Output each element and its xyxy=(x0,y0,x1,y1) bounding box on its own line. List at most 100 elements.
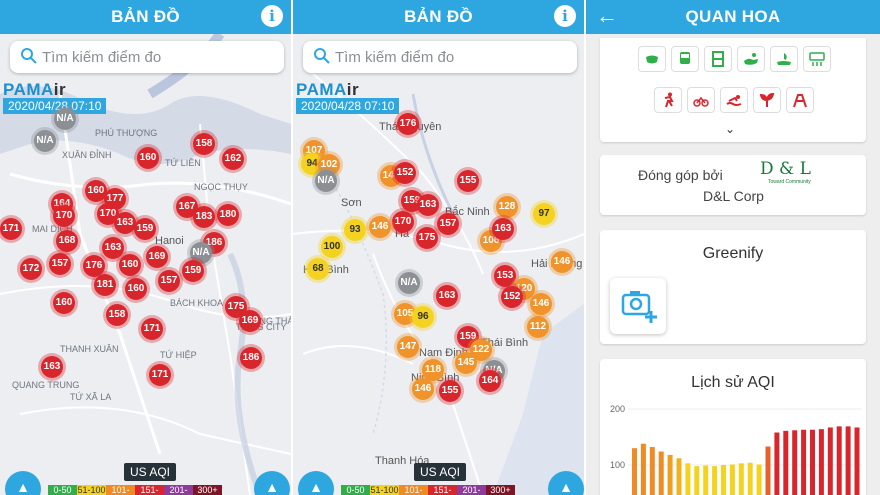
cycling-icon[interactable] xyxy=(687,87,715,113)
station-marker[interactable]: 152 xyxy=(501,286,523,308)
expand-chevron-icon[interactable]: ⌄ xyxy=(725,122,736,136)
station-marker[interactable]: 163 xyxy=(492,218,514,240)
location-button[interactable]: ▲ xyxy=(298,471,334,495)
map-label: NGỌC THỤY xyxy=(194,182,248,192)
station-marker[interactable]: 167 xyxy=(176,196,198,218)
station-marker[interactable]: N/A xyxy=(315,170,337,192)
station-marker[interactable]: 155 xyxy=(457,170,479,192)
station-marker[interactable]: N/A xyxy=(398,272,420,294)
station-marker[interactable]: 160 xyxy=(53,292,75,314)
station-marker[interactable]: 147 xyxy=(397,336,419,358)
plant-care-icon[interactable] xyxy=(770,46,798,72)
map-panel-hanoi: BẢN ĐỒ i Tìm kiếm điểm đo PAMAir 2020/04… xyxy=(0,0,291,495)
station-marker[interactable]: 162 xyxy=(222,148,244,170)
swimming-icon[interactable] xyxy=(720,87,748,113)
station-marker[interactable]: 163 xyxy=(114,212,136,234)
info-icon[interactable]: i xyxy=(554,5,576,27)
station-marker[interactable]: 170 xyxy=(392,211,414,233)
aqi-bar xyxy=(685,463,691,495)
station-marker[interactable]: 155 xyxy=(439,380,461,402)
station-marker[interactable]: 163 xyxy=(436,285,458,307)
aqi-history-chart: 200 100 xyxy=(610,404,862,495)
station-marker[interactable]: 171 xyxy=(149,364,171,386)
station-marker[interactable]: 181 xyxy=(94,274,116,296)
station-marker[interactable]: 93 xyxy=(344,219,366,241)
station-marker[interactable]: 128 xyxy=(496,196,518,218)
station-marker[interactable]: 146 xyxy=(551,251,573,273)
aqi-bar xyxy=(658,451,664,495)
station-marker[interactable]: 112 xyxy=(527,316,549,338)
station-marker[interactable]: 183 xyxy=(193,206,215,228)
station-marker[interactable]: 160 xyxy=(85,180,107,202)
station-marker[interactable]: 157 xyxy=(437,213,459,235)
running-icon[interactable] xyxy=(654,87,682,113)
station-marker[interactable]: 94 xyxy=(301,153,323,175)
mask-icon[interactable] xyxy=(638,46,666,72)
bus-icon[interactable] xyxy=(671,46,699,72)
station-marker[interactable]: 163 xyxy=(417,194,439,216)
station-marker[interactable]: 169 xyxy=(239,310,261,332)
station-marker[interactable]: 105 xyxy=(394,303,416,325)
station-marker[interactable]: 96 xyxy=(412,306,434,328)
station-marker[interactable]: 97 xyxy=(533,203,555,225)
layers-button[interactable]: ▲ xyxy=(254,471,290,495)
station-marker[interactable]: 146 xyxy=(369,216,391,238)
search-bar[interactable]: Tìm kiếm điểm đo xyxy=(303,41,577,73)
aqi-bar xyxy=(810,429,815,495)
station-marker[interactable]: 168 xyxy=(56,230,78,252)
station-marker[interactable]: 180 xyxy=(217,204,239,226)
station-marker[interactable]: N/A xyxy=(54,108,76,130)
station-marker[interactable]: 160 xyxy=(125,278,147,300)
y-axis-tick-100: 100 xyxy=(610,460,625,470)
station-marker[interactable]: 159 xyxy=(182,260,204,282)
station-marker[interactable]: 158 xyxy=(193,133,215,155)
info-icon[interactable]: i xyxy=(261,5,283,27)
station-marker[interactable]: 170 xyxy=(97,203,119,225)
station-marker[interactable]: 159 xyxy=(134,218,156,240)
location-button[interactable]: ▲ xyxy=(5,471,41,495)
station-marker[interactable]: 171 xyxy=(141,318,163,340)
station-marker[interactable]: 163 xyxy=(41,356,63,378)
station-marker[interactable]: 169 xyxy=(146,246,168,268)
map-label: TỨ XÃ LA xyxy=(70,392,112,402)
station-marker[interactable]: 170 xyxy=(53,205,75,227)
station-marker[interactable]: 100 xyxy=(321,236,343,258)
station-marker[interactable]: 157 xyxy=(158,270,180,292)
station-marker[interactable]: 171 xyxy=(0,218,22,240)
layers-button[interactable]: ▲ xyxy=(548,471,584,495)
back-arrow-icon[interactable]: ← xyxy=(596,3,618,28)
station-marker[interactable]: 175 xyxy=(416,227,438,249)
station-marker[interactable]: 118 xyxy=(422,359,444,381)
station-marker[interactable]: 176 xyxy=(397,113,419,135)
station-marker[interactable]: N/A xyxy=(190,242,212,264)
legend-moderate: 51-100 xyxy=(370,485,399,495)
station-marker[interactable]: 146 xyxy=(530,293,552,315)
station-marker[interactable]: 145 xyxy=(455,352,477,374)
station-marker[interactable]: 160 xyxy=(137,147,159,169)
search-bar[interactable]: Tìm kiếm điểm đo xyxy=(10,41,284,73)
station-marker[interactable]: 172 xyxy=(20,258,42,280)
station-marker[interactable]: N/A xyxy=(34,130,56,152)
playground-icon[interactable] xyxy=(786,87,814,113)
hand-wash-icon[interactable] xyxy=(737,46,765,72)
legend-usg: 101- xyxy=(399,485,428,495)
station-marker[interactable]: 152 xyxy=(394,162,416,184)
station-marker[interactable]: 186 xyxy=(240,347,262,369)
app-header: BẢN ĐỒ i xyxy=(293,0,584,34)
station-marker[interactable]: 160 xyxy=(119,254,141,276)
add-photo-button[interactable] xyxy=(610,278,666,334)
header-title: BẢN ĐỒ xyxy=(404,7,473,26)
station-marker[interactable]: 146 xyxy=(412,378,434,400)
station-marker[interactable]: 163 xyxy=(102,237,124,259)
station-marker[interactable]: 68 xyxy=(307,258,329,280)
station-marker[interactable]: 153 xyxy=(494,265,516,287)
aqi-bar xyxy=(792,430,798,495)
air-purifier-icon[interactable] xyxy=(803,46,831,72)
station-marker[interactable]: 176 xyxy=(83,255,105,277)
station-marker[interactable]: 158 xyxy=(106,304,128,326)
window-icon[interactable] xyxy=(704,46,732,72)
station-marker[interactable]: 164 xyxy=(479,370,501,392)
station-marker[interactable]: 122 xyxy=(470,339,492,361)
station-marker[interactable]: 157 xyxy=(49,253,71,275)
gardening-icon[interactable] xyxy=(753,87,781,113)
